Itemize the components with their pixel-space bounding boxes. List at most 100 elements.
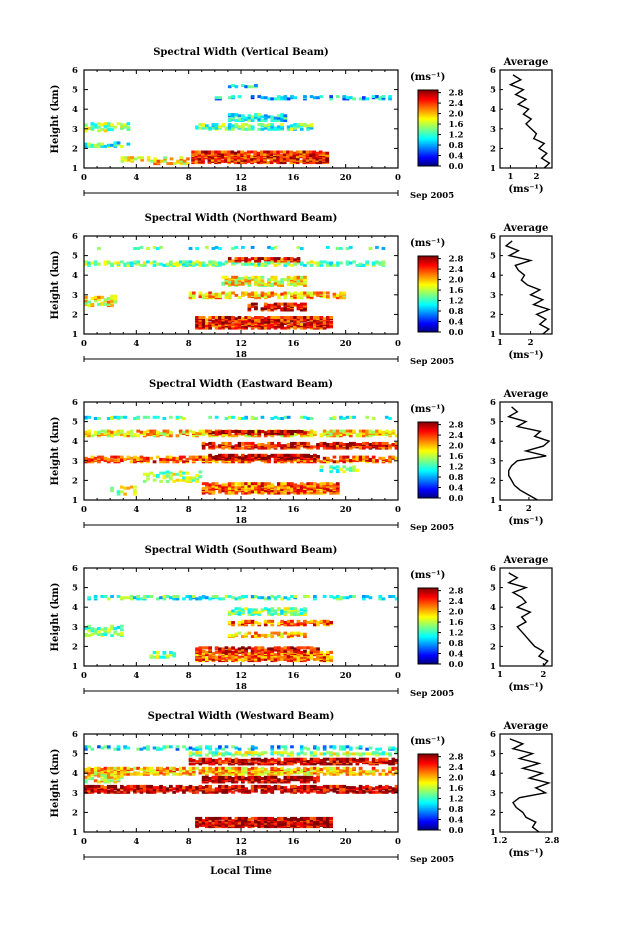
heatmap-cell — [306, 491, 311, 495]
heatmap-cell — [273, 653, 278, 657]
heatmap-cell — [214, 787, 219, 791]
heatmap-cell — [106, 260, 111, 264]
average-x-tick-label: 1 — [497, 670, 503, 680]
heatmap-cell — [214, 316, 219, 319]
heatmap-cell — [106, 128, 111, 132]
heatmap-cell — [247, 778, 252, 782]
heatmap-cell — [224, 292, 229, 296]
heatmap-cell — [358, 445, 363, 449]
heatmap-cell — [345, 467, 350, 471]
heatmap-cell — [316, 261, 320, 265]
heatmap-cell — [273, 611, 278, 615]
heatmap-cell — [260, 156, 264, 160]
heatmap-cell — [335, 784, 340, 788]
heatmap-cell — [244, 777, 248, 780]
heatmap-cell — [260, 453, 265, 457]
heatmap-cell — [126, 486, 131, 490]
heatmap-cell — [224, 260, 229, 264]
heatmap-cell — [113, 143, 118, 147]
heatmap-cell — [279, 161, 284, 165]
heatmap-cell — [234, 597, 239, 601]
average-y-tick-label: 1 — [490, 330, 496, 340]
heatmap-cell — [175, 597, 180, 601]
heatmap-cell — [241, 114, 245, 118]
heatmap-cell — [191, 291, 196, 295]
heatmap-cell — [90, 629, 95, 633]
heatmap-cell — [169, 788, 173, 792]
heatmap-cell — [195, 316, 199, 319]
heatmap-cell — [342, 788, 347, 792]
heatmap-cell — [110, 294, 114, 298]
heatmap-cell — [295, 161, 300, 165]
heatmap-cell — [250, 482, 255, 486]
heatmap-cell — [97, 766, 101, 770]
heatmap-cell — [280, 292, 284, 296]
heatmap-cell — [116, 490, 121, 494]
heatmap-cell — [247, 655, 252, 659]
heatmap-cell — [241, 453, 245, 457]
heatmap-cell — [123, 788, 127, 792]
heatmap-cell — [218, 444, 222, 448]
heatmap-cell — [316, 778, 320, 782]
heatmap-cell — [365, 260, 369, 264]
heatmap-cell — [326, 788, 330, 792]
heatmap-cell — [201, 441, 206, 445]
heatmap-cell — [205, 822, 209, 826]
heatmap-cell — [211, 260, 216, 264]
average-y-tick-label: 2 — [490, 642, 496, 652]
heatmap-cell — [290, 607, 294, 611]
heatmap-cell — [182, 786, 186, 790]
heatmap-cell — [290, 127, 294, 131]
average-profile-line — [504, 240, 551, 335]
heatmap-cell — [332, 483, 337, 487]
heatmap-cell — [319, 95, 324, 99]
heatmap-cell — [188, 247, 193, 250]
average-y-tick-label: 4 — [490, 105, 496, 115]
heatmap-cell — [313, 784, 317, 788]
heatmap-cell — [201, 316, 206, 319]
heatmap-cell — [201, 324, 206, 328]
heatmap-cell — [152, 263, 157, 267]
heatmap-cell — [352, 260, 356, 264]
heatmap-cell — [332, 441, 337, 445]
heatmap-cell — [90, 143, 95, 147]
heatmap-cell — [191, 476, 196, 480]
heatmap-cell — [254, 778, 258, 782]
heatmap-cell — [224, 646, 229, 650]
heatmap-cell — [247, 610, 252, 614]
heatmap-cell — [326, 460, 330, 464]
heatmap-cell — [172, 652, 176, 656]
heatmap-cell — [116, 595, 121, 598]
heatmap-cell — [234, 816, 239, 820]
heatmap-cell — [208, 816, 212, 820]
heatmap-cell — [283, 95, 288, 99]
heatmap-cell — [267, 430, 271, 433]
heatmap-cell — [87, 766, 91, 770]
heatmap-cell — [319, 441, 324, 445]
heatmap-cell — [391, 595, 396, 598]
heatmap-cell — [306, 261, 311, 265]
heatmap-cell — [103, 786, 108, 790]
heatmap-cell — [224, 316, 229, 319]
heatmap-cell — [208, 787, 212, 791]
heatmap-cell — [97, 142, 101, 146]
heatmap-cell — [329, 621, 333, 624]
heatmap-cell — [293, 623, 297, 627]
heatmap-cell — [120, 784, 124, 788]
heatmap-cell — [231, 621, 235, 624]
heatmap-cell — [110, 634, 114, 638]
heatmap-cell — [263, 648, 268, 652]
heatmap-cell — [218, 292, 222, 296]
heatmap-cell — [335, 595, 340, 598]
y-tick-label: 4 — [72, 271, 78, 281]
heatmap-cell — [375, 432, 379, 435]
heatmap-cell — [254, 631, 258, 635]
heatmap-cell — [106, 784, 111, 788]
heatmap-cell — [146, 433, 150, 437]
x-tick-label: 20 — [340, 505, 352, 515]
heatmap-cell — [381, 433, 386, 437]
heatmap-cell — [280, 123, 284, 127]
heatmap-cell — [110, 489, 114, 493]
heatmap-cell — [313, 595, 317, 598]
heatmap-cell — [201, 159, 205, 163]
